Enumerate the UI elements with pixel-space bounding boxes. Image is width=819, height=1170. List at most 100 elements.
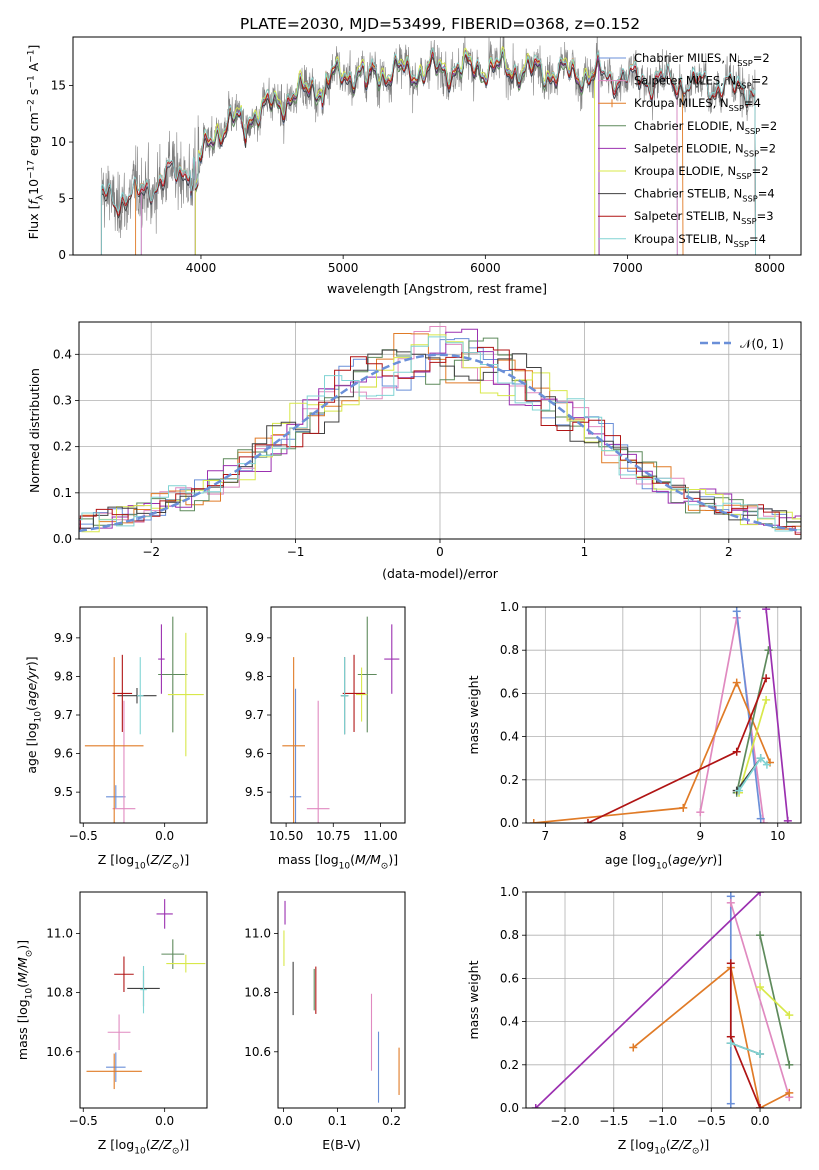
errorbar-axes: −0.5 0.0 9.5 9.6 9.7 9.8 9.9 — [54, 631, 174, 843]
x-tick-label: 0.2 — [382, 1114, 401, 1128]
errorbar-points — [84, 616, 204, 823]
model-spectrum — [100, 47, 756, 255]
model-spectrum — [194, 45, 596, 255]
y-tick-label: 5 — [58, 192, 66, 206]
y-tick-label: 1.0 — [500, 600, 519, 614]
legend-label: Salpeter MILES, NSSP=2 — [634, 74, 769, 91]
spectrum-ylabel: Flux [fλ10−17 erg cm−2 s−1 A−1] — [26, 45, 45, 240]
gaussian-curve — [79, 353, 801, 533]
x-tick-label: 0.0 — [155, 829, 174, 843]
legend-label: Chabrier MILES, NSSP=2 — [634, 51, 770, 68]
figure-title: PLATE=2030, MJD=53499, FIBERID=0368, z=0… — [240, 15, 640, 33]
x-tick-label: 8 — [619, 829, 627, 843]
weight-z-ylabel: mass weight — [466, 960, 481, 1039]
model-spectrum — [100, 51, 756, 255]
legend-label: Chabrier ELODIE, NSSP=2 — [634, 119, 777, 136]
mass-ebv-xlabel: E(B-V) — [322, 1137, 361, 1152]
y-tick-label: 0.4 — [53, 347, 72, 361]
x-tick-label: 0.0 — [155, 1114, 174, 1128]
weight-age-ylabel: mass weight — [466, 675, 481, 754]
spectrum-xlabel: wavelength [Angstrom, rest frame] — [327, 281, 547, 296]
weight-line — [759, 986, 790, 1016]
histogram-legend: 𝒩(0, 1) — [700, 337, 784, 351]
y-tick-label: 0.1 — [53, 486, 72, 500]
histogram-series — [79, 336, 801, 532]
weight-line — [730, 1042, 761, 1055]
weight-line — [738, 699, 767, 794]
weight-line — [735, 611, 762, 819]
weight-line — [765, 609, 789, 821]
x-tick-label: 10.50 — [269, 829, 303, 843]
errorbar-points — [282, 616, 400, 823]
y-tick-label: 0.8 — [500, 928, 519, 942]
y-tick-label: 0.2 — [500, 1058, 519, 1072]
x-tick-label: 7 — [542, 829, 550, 843]
mass-weight-vs-Z-frame — [525, 891, 802, 1109]
errorbar-points — [86, 899, 206, 1090]
histogram-xlabel: (data-model)/error — [382, 566, 499, 581]
y-tick-label: 9.7 — [54, 708, 73, 722]
x-tick-label: 1 — [581, 545, 589, 559]
legend-label: 𝒩(0, 1) — [740, 337, 784, 351]
legend-label: Chabrier STELIB, NSSP=4 — [634, 187, 775, 204]
x-tick-label: 0 — [436, 545, 444, 559]
y-tick-label: 10.8 — [244, 986, 271, 1000]
spectrum-frame — [72, 36, 802, 256]
x-tick-label: 4000 — [186, 261, 217, 275]
mass-z-xlabel: Z [log10(Z/Z⊙)] — [98, 1137, 189, 1156]
y-tick-label: 0.0 — [500, 1101, 519, 1115]
legend-label: Salpeter STELIB, NSSP=3 — [634, 209, 774, 226]
y-tick-label: 0.3 — [53, 393, 72, 407]
y-tick-label: 11.0 — [244, 926, 271, 940]
mass-weight-vs-age-axes: 7 8 9 10 0.0 0.2 0.4 0.6 0.8 1.0 — [500, 600, 801, 843]
weight-line — [535, 892, 761, 1108]
y-tick-label: 0.8 — [500, 643, 519, 657]
x-tick-label: −1 — [287, 545, 305, 559]
weight-line — [632, 966, 790, 1108]
model-spectrum — [194, 54, 600, 255]
errorbar-axes: −0.5 0.0 10.6 10.8 11.0 — [46, 926, 174, 1128]
mass-weight-vs-age-frame — [525, 606, 802, 824]
age-vs-mass-frame — [270, 606, 406, 824]
weight-line — [587, 677, 767, 823]
y-tick-label: 10.6 — [244, 1045, 271, 1059]
model-spectrum — [100, 49, 756, 255]
weight-z-xlabel: Z [log10(Z/Z⊙)] — [618, 1137, 709, 1156]
legend-label: Kroupa STELIB, NSSP=4 — [634, 232, 766, 249]
y-tick-label: 10 — [51, 135, 66, 149]
y-tick-label: 0.2 — [53, 440, 72, 454]
weight-line — [699, 617, 765, 823]
x-tick-label: −2 — [142, 545, 160, 559]
x-tick-label: 0.0 — [750, 1114, 769, 1128]
y-tick-label: 0.0 — [53, 532, 72, 546]
x-tick-label: −1.5 — [599, 1114, 628, 1128]
y-tick-label: 9.8 — [245, 669, 264, 683]
weight-age-xlabel: age [log10(age/yr)] — [605, 852, 722, 871]
y-tick-label: 0 — [58, 248, 66, 262]
legend-label: Salpeter ELODIE, NSSP=2 — [634, 141, 776, 158]
x-tick-label: 9 — [696, 829, 704, 843]
x-tick-label: 8000 — [754, 261, 785, 275]
y-tick-label: 0.4 — [500, 730, 519, 744]
histogram-series — [79, 326, 801, 533]
x-tick-label: 7000 — [612, 261, 643, 275]
x-tick-label: −2.0 — [550, 1114, 579, 1128]
spectrum-axes: 4000 5000 6000 7000 8000 0 5 10 15 — [51, 79, 785, 275]
legend-label: Kroupa ELODIE, NSSP=2 — [634, 164, 769, 181]
y-tick-label: 9.9 — [245, 631, 264, 645]
age-z-ylabel: age [log10(age/yr)] — [24, 656, 43, 773]
spectrum-data-line — [100, 37, 756, 255]
histogram-series — [79, 346, 801, 535]
x-tick-label: 10 — [770, 829, 785, 843]
weight-line — [735, 650, 770, 793]
x-tick-label: 11.00 — [363, 829, 397, 843]
y-tick-label: 15 — [51, 79, 66, 93]
mass-weight-vs-age-lines — [529, 607, 792, 823]
age-vs-Z-frame — [79, 606, 208, 824]
errorbar-axes: 10.50 10.75 11.00 9.5 9.6 9.7 9.8 9.9 — [245, 631, 398, 843]
model-spectrum — [140, 52, 678, 255]
weight-line — [729, 902, 791, 1098]
x-tick-label: 6000 — [470, 261, 501, 275]
